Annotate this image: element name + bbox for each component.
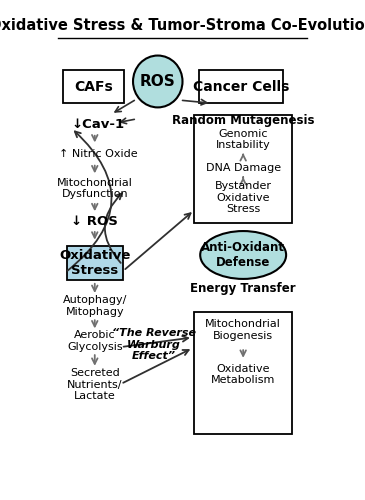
Text: ROS: ROS bbox=[140, 74, 176, 89]
Text: DNA Damage: DNA Damage bbox=[205, 162, 281, 172]
Text: Mitochondrial
Biogenesis: Mitochondrial Biogenesis bbox=[205, 319, 281, 340]
Text: Mitochondrial
Dysfunction: Mitochondrial Dysfunction bbox=[57, 178, 133, 200]
FancyBboxPatch shape bbox=[63, 70, 124, 103]
Text: Oxidative
Stress: Oxidative Stress bbox=[59, 249, 130, 277]
Text: Anti-Oxidant
Defense: Anti-Oxidant Defense bbox=[201, 241, 285, 269]
Text: Oxidative Stress & Tumor-Stroma Co-Evolution: Oxidative Stress & Tumor-Stroma Co-Evolu… bbox=[0, 18, 365, 33]
FancyBboxPatch shape bbox=[194, 312, 292, 434]
Text: Secreted
Nutrients/
Lactate: Secreted Nutrients/ Lactate bbox=[67, 368, 123, 401]
Text: Random Mutagenesis: Random Mutagenesis bbox=[172, 114, 314, 127]
Text: Cancer Cells: Cancer Cells bbox=[193, 80, 289, 94]
Text: ↓Cav-1: ↓Cav-1 bbox=[71, 118, 124, 131]
Text: ↓ ROS: ↓ ROS bbox=[71, 214, 118, 228]
Text: “The Reverse
Warburg
Effect”: “The Reverse Warburg Effect” bbox=[112, 328, 196, 362]
Text: Energy Transfer: Energy Transfer bbox=[191, 282, 296, 296]
FancyBboxPatch shape bbox=[199, 70, 283, 103]
Text: ↑ Nitric Oxide: ↑ Nitric Oxide bbox=[58, 149, 137, 159]
Text: Bystander
Oxidative
Stress: Bystander Oxidative Stress bbox=[215, 181, 272, 214]
Text: CAFs: CAFs bbox=[74, 80, 113, 94]
Text: Aerobic
Glycolysis: Aerobic Glycolysis bbox=[67, 330, 123, 352]
Ellipse shape bbox=[133, 56, 182, 108]
FancyBboxPatch shape bbox=[67, 246, 123, 280]
Ellipse shape bbox=[200, 231, 286, 279]
FancyBboxPatch shape bbox=[194, 116, 292, 222]
Text: Oxidative
Metabolism: Oxidative Metabolism bbox=[211, 364, 275, 386]
Text: Genomic
Instability: Genomic Instability bbox=[216, 128, 270, 150]
Text: Autophagy/
Mitophagy: Autophagy/ Mitophagy bbox=[62, 295, 127, 316]
